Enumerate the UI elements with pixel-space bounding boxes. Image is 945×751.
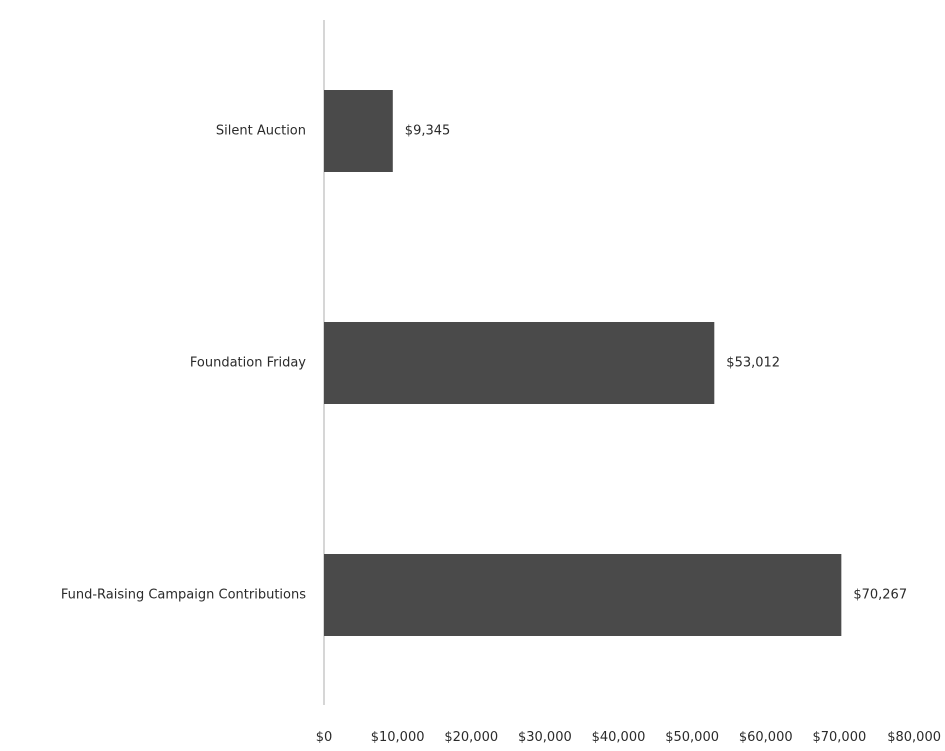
category-labels: Silent Auction Foundation Friday Fund-Rais…: [61, 124, 306, 603]
category-label-silent-auction: Silent Auction: [216, 124, 306, 139]
x-tick-label: $50,000: [665, 730, 719, 745]
x-tick-label: $30,000: [518, 730, 572, 745]
bar-silent-auction: [324, 90, 393, 172]
x-tick-label: $20,000: [444, 730, 498, 745]
bar-foundation-friday: [324, 322, 715, 404]
x-tick-label: $10,000: [371, 730, 425, 745]
x-tick-label: $80,000: [887, 730, 941, 745]
data-label-fund-raising-campaign-contributions: $70,267: [853, 588, 907, 603]
data-labels: $9,345 $53,012 $70,267: [405, 124, 907, 603]
category-label-foundation-friday: Foundation Friday: [190, 356, 306, 371]
data-label-foundation-friday: $53,012: [726, 356, 780, 371]
x-tick-label: $60,000: [739, 730, 793, 745]
x-tick-label: $0: [316, 730, 333, 745]
category-label-fund-raising-campaign-contributions: Fund-Raising Campaign Contributions: [61, 588, 306, 603]
x-tick-label: $70,000: [812, 730, 866, 745]
x-tick-label: $40,000: [592, 730, 646, 745]
data-label-silent-auction: $9,345: [405, 124, 451, 139]
bars-layer: [324, 90, 842, 636]
bar-fund-raising-campaign-contributions: [324, 554, 842, 636]
x-axis-tick-labels: $0 $10,000 $20,000 $30,000 $40,000 $50,000 $60…: [316, 730, 941, 745]
